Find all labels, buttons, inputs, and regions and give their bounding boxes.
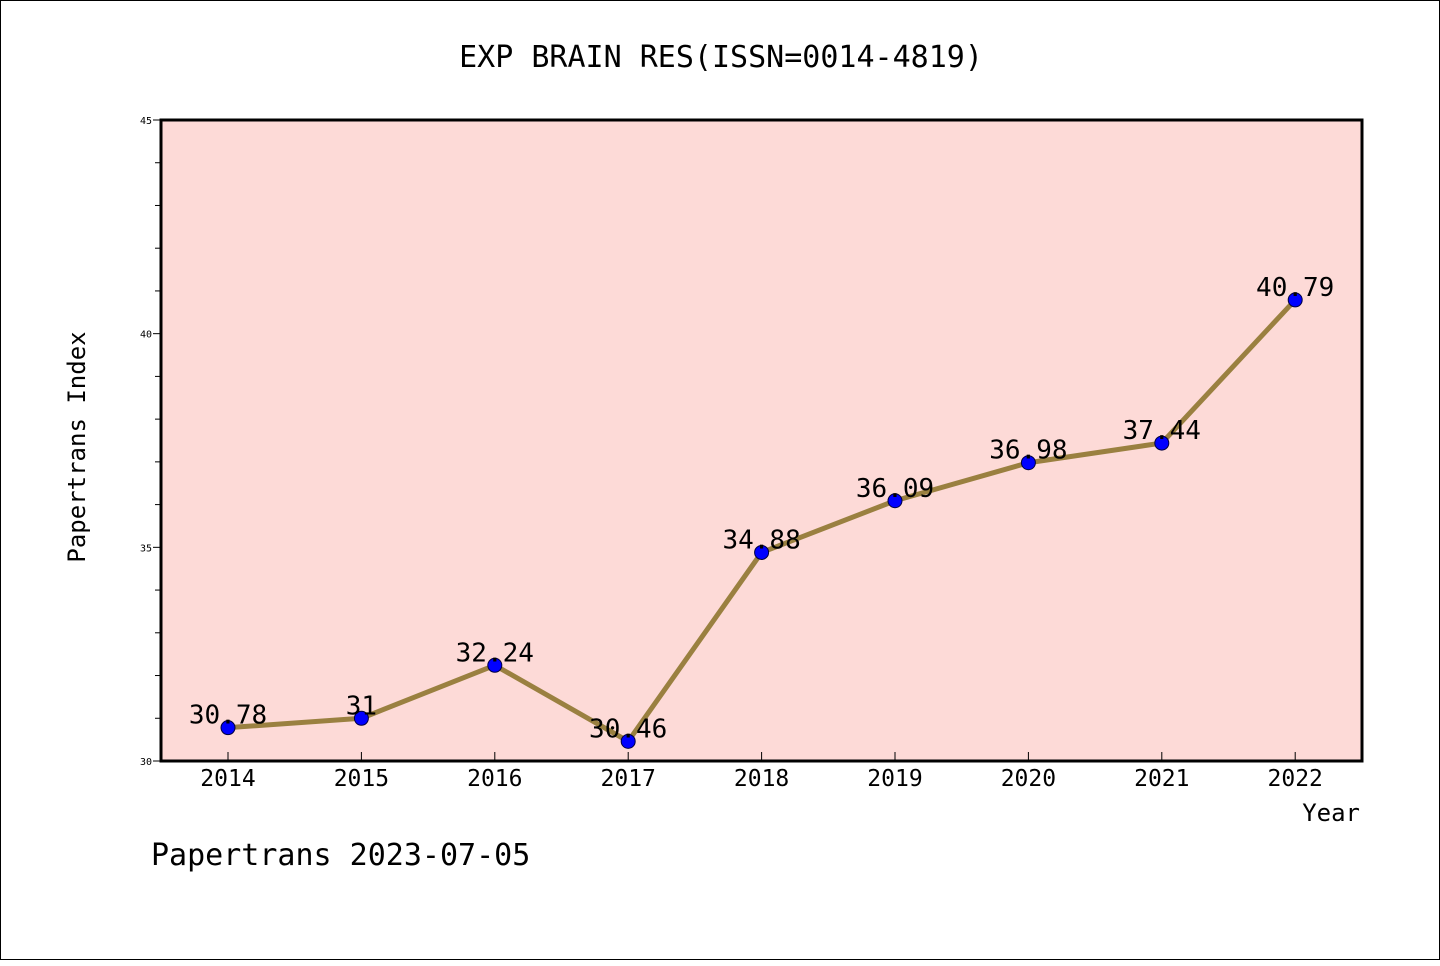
x-tick-label: 2016	[467, 766, 522, 792]
data-label: 30.46	[589, 714, 667, 744]
y-axis: 30 35 40 45	[140, 116, 161, 768]
data-label: 37.44	[1123, 416, 1201, 446]
data-point	[887, 493, 903, 509]
data-point	[487, 657, 503, 673]
data-label: 40.79	[1256, 273, 1334, 303]
data-label: 36.98	[989, 436, 1067, 466]
data-point	[754, 544, 770, 560]
x-tick-label: 2018	[734, 766, 789, 792]
y-tick-label: 45	[140, 116, 152, 127]
data-point	[1287, 292, 1303, 308]
x-tick-label: 2015	[334, 766, 389, 792]
x-tick-label: 2020	[1001, 766, 1056, 792]
footer-text: Papertrans 2023-07-05	[151, 838, 530, 873]
x-axis: 2014 2015 2016 2017 2018 2019 2020 2021 2022	[200, 752, 1323, 792]
x-axis-title: Year	[1302, 799, 1360, 827]
data-label: 34.88	[722, 525, 800, 555]
x-tick-label: 2022	[1268, 766, 1323, 792]
y-axis-title: Papertrans Index	[63, 331, 91, 562]
x-tick-label: 2014	[200, 766, 255, 792]
data-label: 30.78	[189, 701, 267, 731]
x-tick-label: 2019	[867, 766, 922, 792]
data-point	[353, 710, 369, 726]
y-tick-label: 35	[140, 543, 152, 554]
chart-title: EXP BRAIN RES(ISSN=0014-4819)	[459, 40, 983, 75]
data-points	[220, 292, 1303, 749]
x-tick-label: 2021	[1134, 766, 1189, 792]
y-tick-label: 40	[140, 330, 152, 341]
data-point	[1020, 455, 1036, 471]
data-label: 31	[346, 691, 377, 721]
data-label: 36.09	[856, 474, 934, 504]
y-tick-label: 30	[140, 757, 152, 768]
data-point	[620, 733, 636, 749]
data-point	[1154, 435, 1170, 451]
x-tick-label: 2017	[601, 766, 656, 792]
data-point	[220, 720, 236, 736]
data-labels: 30.78 31 32.24 30.46 34.88 36.09 36.98 37.44 40.…	[189, 273, 1334, 744]
data-label: 32.24	[456, 638, 534, 668]
